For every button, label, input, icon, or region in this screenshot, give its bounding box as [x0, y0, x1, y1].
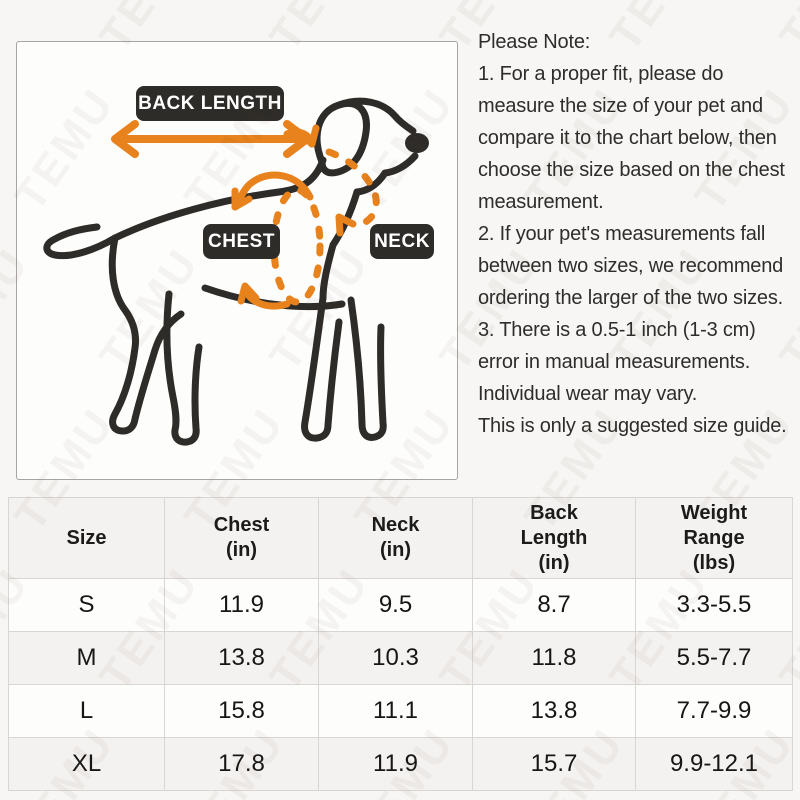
neck-tape-dashed-arc [325, 148, 380, 228]
dog-ear [313, 100, 370, 177]
size-cell: L [8, 684, 165, 738]
table-row: XL 17.8 11.9 15.7 9.9-12.1 [8, 737, 793, 791]
neck-arrowhead-bottom [335, 213, 357, 237]
notes-section: Please Note: 1. For a proper fit, please… [478, 26, 800, 442]
measurement-diagram-panel: BACK LENGTH CHEST NECK [16, 41, 458, 480]
notes-body: 1. For a proper fit, please do measure t… [478, 63, 787, 437]
chest-arrowhead-top [231, 187, 253, 211]
weight-cell: 5.5-7.7 [635, 631, 793, 685]
measurement-arrows [111, 120, 380, 310]
weight-cell: 3.3-5.5 [635, 578, 793, 632]
dog-hind-leg-near [108, 234, 185, 435]
dog-tail [43, 223, 119, 260]
size-table-body: S 11.9 9.5 8.7 3.3-5.5 M 13.8 10.3 11.8 5.5-7.7 L 1… [8, 578, 793, 791]
size-cell: M [8, 631, 165, 685]
column-header: Back Length (in) [472, 497, 636, 579]
size-table-head-row: Size Chest (in) Neck (in) Back Length (in) W… [8, 497, 793, 579]
size-cell: S [8, 578, 165, 632]
back-length-cell: 11.8 [472, 631, 636, 685]
dog-measurement-illustration [43, 97, 429, 446]
back-length-arrowhead-left [111, 120, 139, 158]
back-length-cell: 13.8 [472, 684, 636, 738]
chest-arrowhead-bottom [237, 282, 260, 305]
weight-cell: 9.9-12.1 [635, 737, 793, 791]
dog-front-leg-near [301, 294, 343, 442]
back-length-label: BACK LENGTH [136, 86, 284, 121]
column-header: Chest (in) [164, 497, 319, 579]
size-cell: XL [8, 737, 165, 791]
dog-neck-chest-line [319, 188, 361, 302]
chest-tape-dashed-ellipse [270, 186, 324, 306]
neck-cell: 9.5 [318, 578, 473, 632]
back-length-cell: 8.7 [472, 578, 636, 632]
table-row: M 13.8 10.3 11.8 5.5-7.7 [8, 631, 793, 685]
chest-arrow-top-arc [231, 171, 314, 211]
dog-back-line [111, 156, 327, 242]
neck-cell: 10.3 [318, 631, 473, 685]
neck-label: NECK [370, 224, 434, 259]
back-length-cell: 15.7 [472, 737, 636, 791]
dog-outline [43, 97, 419, 446]
column-header: Weight Range (lbs) [635, 497, 793, 579]
size-chart-table: Size Chest (in) Neck (in) Back Length (in) W… [8, 497, 793, 791]
neck-arrowhead-top [296, 124, 320, 148]
neck-cell: 11.1 [318, 684, 473, 738]
dog-skull [335, 97, 417, 135]
chest-cell: 11.9 [164, 578, 319, 632]
dog-hind-leg-far [163, 290, 203, 446]
column-header: Neck (in) [318, 497, 473, 579]
column-header: Size [8, 497, 165, 579]
notes-title: Please Note: [478, 31, 591, 53]
chest-cell: 17.8 [164, 737, 319, 791]
dog-jaw [353, 152, 419, 196]
table-row: L 15.8 11.1 13.8 7.7-9.9 [8, 684, 793, 738]
table-row: S 11.9 9.5 8.7 3.3-5.5 [8, 578, 793, 632]
dog-nose [405, 133, 429, 153]
dog-front-leg-far [347, 296, 387, 441]
chest-label: CHEST [203, 224, 280, 259]
neck-cell: 11.9 [318, 737, 473, 791]
chest-cell: 13.8 [164, 631, 319, 685]
chest-cell: 15.8 [164, 684, 319, 738]
weight-cell: 7.7-9.9 [635, 684, 793, 738]
